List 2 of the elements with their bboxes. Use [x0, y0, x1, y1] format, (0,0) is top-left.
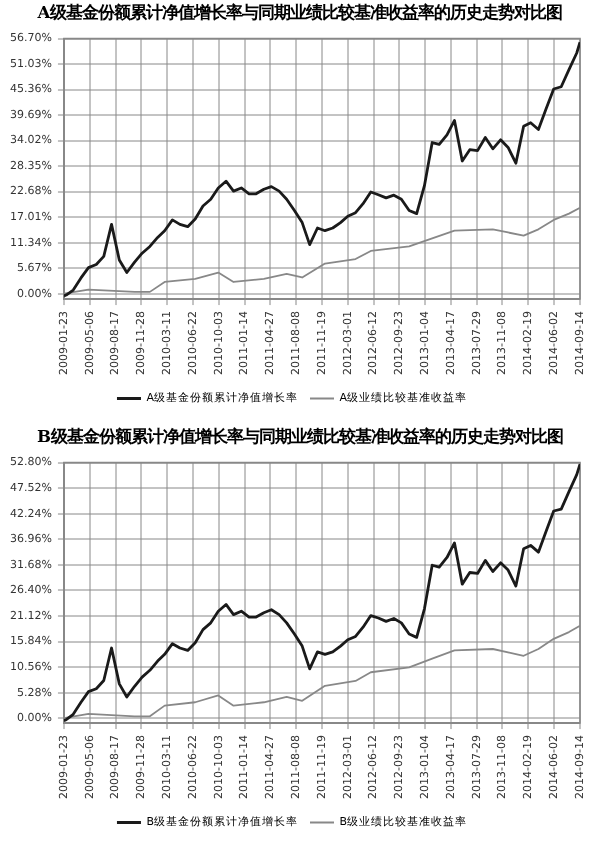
chart-title: A级基金份额累计净值增长率与同期业绩比较基准收益率的历史走势对比图 [35, 0, 565, 26]
chart-title: B级基金份额累计净值增长率与同期业绩比较基准收益率的历史走势对比图 [34, 424, 565, 450]
